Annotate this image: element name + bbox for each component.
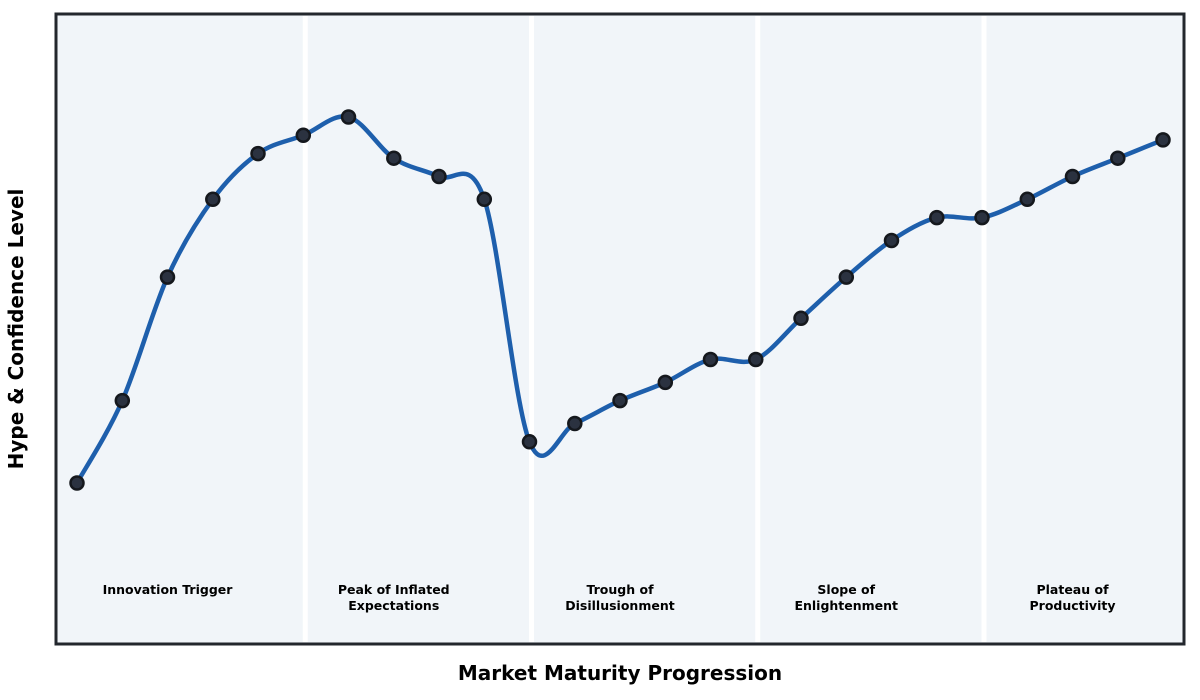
phase-label: Slope of Enlightenment: [794, 582, 898, 613]
plot-background: [56, 14, 1184, 644]
phase-label: Innovation Trigger: [103, 582, 234, 597]
x-axis-label: Market Maturity Progression: [458, 661, 782, 685]
phase-label: Plateau of Productivity: [1030, 582, 1116, 613]
data-point: [476, 191, 493, 208]
data-point: [1110, 150, 1126, 166]
data-point: [1064, 168, 1081, 185]
phase-label: Trough of Disillusionment: [565, 582, 674, 613]
plot-border: [54, 12, 1186, 646]
data-point: [431, 168, 447, 185]
data-point: [250, 145, 266, 162]
data-point: [1155, 132, 1171, 148]
data-point: [521, 434, 538, 450]
data-point: [205, 191, 221, 208]
y-axis-label: Hype & Confidence Level: [4, 189, 28, 470]
data-point: [1019, 191, 1036, 208]
data-point: [974, 209, 990, 226]
data-point: [386, 150, 402, 166]
phase-labels: Innovation Trigger Peak of Inflated Expect…: [103, 582, 1116, 613]
phase-label: Peak of Inflated Expectations: [338, 582, 450, 613]
data-point: [929, 209, 945, 226]
phase-separators: [302, 16, 987, 642]
data-point-markers: [69, 109, 1171, 491]
data-point: [69, 475, 85, 491]
data-point: [702, 351, 719, 368]
data-point: [567, 415, 583, 432]
data-point: [838, 269, 855, 285]
data-point: [748, 351, 764, 368]
data-point: [612, 392, 628, 409]
data-point: [883, 232, 900, 249]
data-point: [295, 127, 312, 144]
data-point: [793, 310, 809, 327]
data-point: [114, 392, 131, 409]
data-point: [340, 109, 357, 125]
data-point: [159, 269, 176, 285]
data-point: [657, 374, 674, 391]
